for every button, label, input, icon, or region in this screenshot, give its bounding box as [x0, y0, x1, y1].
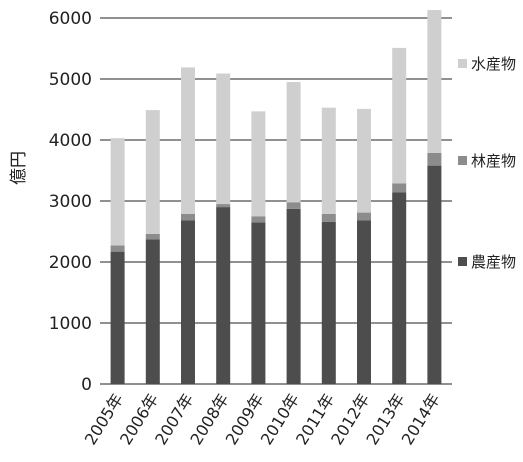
bar-segment: [357, 108, 371, 213]
bar-segment: [392, 47, 407, 184]
legend-label: 林産物: [471, 152, 516, 170]
y-tick-label: 5000: [49, 70, 92, 90]
bar-segment: [145, 233, 160, 240]
bar-segment: [321, 213, 336, 222]
y-axis-label: 億円: [9, 151, 29, 185]
bar-segment: [216, 204, 231, 208]
bar-segment: [357, 220, 371, 384]
bar-segment: [110, 138, 125, 246]
bars: [110, 10, 442, 384]
legend-swatch: [458, 59, 467, 68]
bar-segment: [321, 107, 336, 214]
legend-label: 水産物: [471, 55, 516, 73]
bar-segment: [392, 183, 407, 193]
bar-segment: [286, 82, 301, 203]
bar-segment: [392, 192, 407, 384]
y-tick-label: 0: [81, 375, 92, 395]
bar-segment: [357, 212, 371, 221]
bar-segment: [181, 213, 195, 221]
y-tick-label: 1000: [49, 314, 92, 334]
bar-segment: [216, 73, 231, 205]
bar-segment: [321, 221, 336, 384]
legend-swatch: [458, 156, 467, 165]
y-axis-ticks: 0 1000 2000 3000 4000 5000 6000: [49, 9, 92, 395]
y-tick-label: 2000: [49, 253, 92, 273]
bar-segment: [427, 165, 442, 384]
bar-segment: [216, 207, 231, 384]
bar-segment: [251, 111, 266, 217]
bar-segment: [145, 110, 160, 234]
bar-segment: [110, 251, 125, 384]
bar-segment: [251, 216, 266, 223]
y-tick-label: 6000: [49, 9, 92, 29]
bar-segment: [286, 208, 301, 384]
legend-swatch: [458, 257, 467, 266]
bar-segment: [251, 222, 266, 384]
bar-segment: [181, 67, 195, 214]
bar-segment: [427, 10, 442, 153]
bar-segment: [110, 245, 125, 252]
bar-segment: [181, 220, 195, 384]
x-axis-ticks: 2005年2006年2007年2008年2009年2010年2011年2012年…: [81, 390, 444, 448]
y-tick-label: 3000: [49, 192, 92, 212]
bar-segment: [286, 202, 301, 209]
y-tick-label: 4000: [49, 131, 92, 151]
legend-label: 農産物: [471, 253, 516, 271]
bar-segment: [427, 152, 442, 166]
bar-segment: [145, 239, 160, 384]
